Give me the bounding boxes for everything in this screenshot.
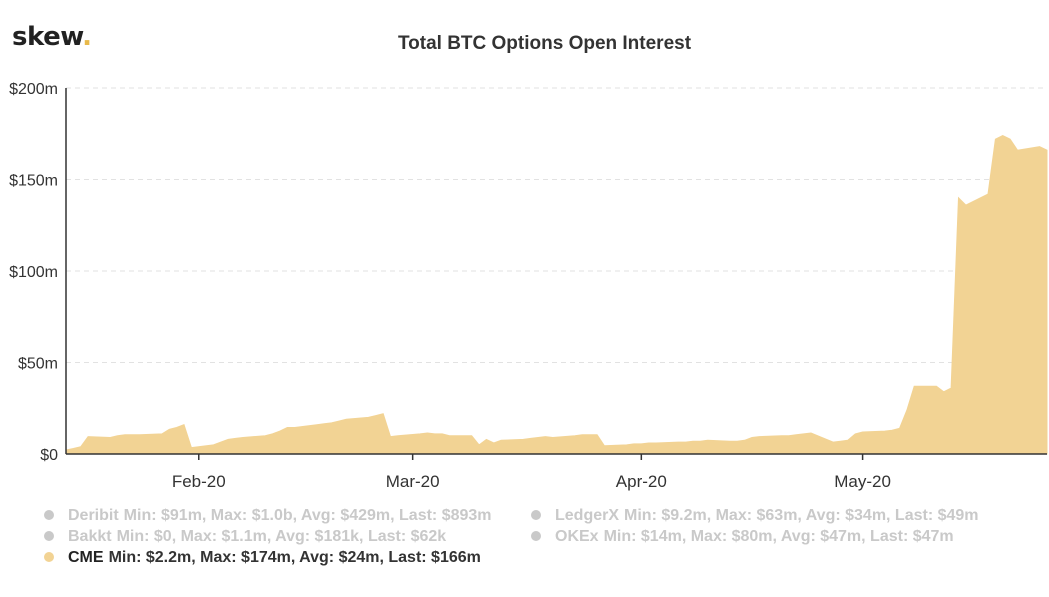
axes [65,88,1047,455]
legend-item-deribit[interactable]: Deribit Min: $91m, Max: $1.0b, Avg: $429m… [44,507,492,525]
legend-item-okex[interactable]: OKEx Min: $14m, Max: $80m, Avg: $47m, Las… [531,528,954,546]
y-tick-label: $100m [9,264,58,281]
chart-title: Total BTC Options Open Interest [397,33,692,54]
x-tick-label: Apr-20 [616,472,667,491]
x-tick-label: Mar-20 [386,472,440,491]
legend-dot-icon [531,509,541,520]
grid-lines [66,87,1047,363]
skew-logo: skew. [12,22,92,52]
y-tick-label: $150m [9,173,58,190]
legend-item-ledgerx[interactable]: LedgerX Min: $9.2m, Max: $63m, Avg: $34m,… [531,507,979,525]
legend-dot-icon [44,530,54,541]
cme-area-series [65,135,1048,455]
x-tick-label: May-20 [834,472,891,491]
cme-area [65,135,1048,455]
y-tick-label: $50m [18,356,58,373]
legend-item-cme[interactable]: CME Min: $2.2m, Max: $174m, Avg: $24m, La… [44,549,481,567]
x-axis-ticks: Feb-20 Mar-20 Apr-20 May-20 [172,454,891,491]
y-tick-label: $0 [40,447,58,464]
x-tick-label: Feb-20 [172,472,226,491]
y-tick-label: $200m [9,81,58,98]
legend-item-bakkt[interactable]: Bakkt Min: $0, Max: $1.1m, Avg: $181k, La… [44,528,446,546]
legend-dot-icon [44,509,54,520]
y-axis-ticks: $0 $50m $100m $150m $200m [9,81,58,464]
legend-dot-icon [44,551,54,562]
legend-dot-icon [531,530,541,541]
